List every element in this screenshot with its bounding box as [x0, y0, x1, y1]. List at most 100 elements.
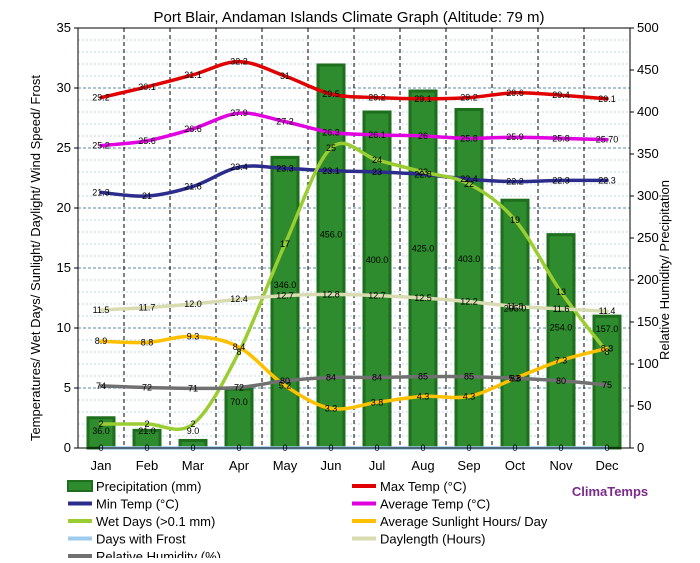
- legend-label: Average Sunlight Hours/ Day: [380, 514, 548, 529]
- data-label: 75: [602, 380, 612, 390]
- y-tick-label-right: 0: [637, 440, 644, 455]
- data-label: 23.4: [230, 162, 248, 172]
- data-label: 9.3: [187, 331, 200, 341]
- data-label: 23: [372, 167, 382, 177]
- data-labels: 36.0 21.0 9.0 70.0 346.0 456.0 400.0 425.0 403.0…: [92, 57, 618, 453]
- series-line-relative-humidity: [99, 374, 609, 391]
- data-label: 25.8: [460, 133, 478, 143]
- data-label: 11.6: [553, 304, 570, 314]
- data-label: 9.0: [187, 426, 200, 436]
- data-label: 8.3: [601, 343, 614, 353]
- data-label: 21.0: [138, 426, 156, 436]
- y-tick-label-left: 10: [57, 320, 71, 335]
- data-label: 25.9: [506, 132, 524, 142]
- y-tick-label-left: 30: [57, 80, 71, 95]
- data-label: 2: [144, 419, 149, 429]
- data-label: 8: [604, 347, 609, 357]
- series-line-daylength-hours: [99, 292, 609, 313]
- data-label: 83: [510, 373, 520, 383]
- precipitation-bar: [316, 63, 346, 450]
- data-label: 11.5: [93, 305, 110, 315]
- x-tick-label: Jun: [321, 458, 342, 473]
- y-tick-label-right: 450: [637, 62, 659, 77]
- data-label: 17: [280, 239, 290, 249]
- x-tick-label: Dec: [595, 458, 619, 473]
- x-tick-label: Feb: [136, 458, 158, 473]
- data-label: 29.2: [460, 93, 478, 103]
- x-tick-label: Jul: [369, 458, 386, 473]
- data-label: 4.3: [463, 391, 476, 401]
- plot-axes: 0510152025303505010015020025030035040045…: [57, 20, 659, 473]
- y-tick-label-left: 0: [64, 440, 71, 455]
- data-label: 25: [326, 143, 336, 153]
- precipitation-bar: [546, 233, 576, 450]
- y-tick-label-left: 20: [57, 200, 71, 215]
- data-label: 24: [372, 155, 382, 165]
- data-label: 12.2: [460, 297, 478, 307]
- data-label: 19: [510, 215, 520, 225]
- x-tick-label: Nov: [549, 458, 573, 473]
- data-label: 85: [464, 372, 474, 382]
- y-tick-label-right: 200: [637, 272, 659, 287]
- x-tick-label: Mar: [182, 458, 205, 473]
- data-label: 72: [142, 383, 152, 393]
- data-label: 7.3: [555, 355, 568, 365]
- y-tick-label-left: 5: [64, 380, 71, 395]
- data-label: 403.0: [458, 254, 481, 264]
- legend-label: Wet Days (>0.1 mm): [96, 514, 215, 529]
- legend-label: Days with Frost: [96, 532, 186, 547]
- data-label: 36.0: [92, 426, 110, 436]
- y-tick-label-left: 15: [57, 260, 71, 275]
- series-line-max-temp-c: [99, 59, 609, 101]
- data-label: 29.1: [414, 94, 432, 104]
- data-label: 29.5: [322, 89, 340, 99]
- series-line-average-temp-c: [99, 111, 609, 148]
- data-label: 26.6: [184, 124, 202, 134]
- brand-logo-text: ClimaTemps: [572, 484, 648, 499]
- data-label: 85: [418, 372, 428, 382]
- data-label: 31.1: [184, 70, 202, 80]
- legend-label: Min Temp (°C): [96, 497, 179, 512]
- data-label: 22.4: [460, 174, 478, 184]
- data-label: 295.0: [504, 304, 527, 314]
- data-label: 23.1: [322, 166, 340, 176]
- data-label: 22.3: [552, 175, 570, 185]
- x-tick-label: Apr: [229, 458, 250, 473]
- data-label: 29.2: [92, 93, 110, 103]
- data-label: 80: [556, 376, 566, 386]
- x-tick-label: Sep: [457, 458, 480, 473]
- data-label: 11.8: [507, 301, 524, 311]
- data-label: 12.7: [368, 291, 386, 301]
- y-tick-label-left: 25: [57, 140, 71, 155]
- data-label: 22.3: [598, 175, 616, 185]
- data-label: 8.9: [95, 336, 108, 346]
- x-tick-label: Jan: [91, 458, 112, 473]
- data-label: 425.0: [412, 244, 435, 254]
- legend-label: Relative Humidity (%): [96, 549, 221, 558]
- legend: Precipitation (mm) Max Temp (°C) Min Temp …: [67, 479, 548, 563]
- data-label: 31: [280, 71, 290, 81]
- data-label: 74: [96, 381, 106, 391]
- data-label: 70.0: [230, 397, 248, 407]
- precipitation-bar: [408, 89, 438, 450]
- data-label: 12.8: [322, 289, 340, 299]
- data-label: 13: [556, 287, 566, 297]
- x-tick-label: May: [273, 458, 298, 473]
- data-label: 8: [236, 347, 241, 357]
- data-label: 254.0: [550, 323, 573, 333]
- data-label: 22.8: [414, 169, 432, 179]
- y-tick-label-right: 350: [637, 146, 659, 161]
- legend-label: Precipitation (mm): [96, 479, 201, 494]
- data-label: 21.8: [184, 181, 202, 191]
- data-label: 26: [418, 131, 428, 141]
- data-label: 5.2: [279, 381, 292, 391]
- data-label: 23: [418, 167, 428, 177]
- legend-label: Daylength (Hours): [380, 532, 486, 547]
- y-tick-label-right: 150: [637, 314, 659, 329]
- data-label: 400.0: [366, 255, 389, 265]
- series-line-wet-days-0-1-mm: [99, 141, 609, 432]
- data-label: 11.4: [599, 306, 616, 316]
- data-label: 84: [326, 372, 336, 382]
